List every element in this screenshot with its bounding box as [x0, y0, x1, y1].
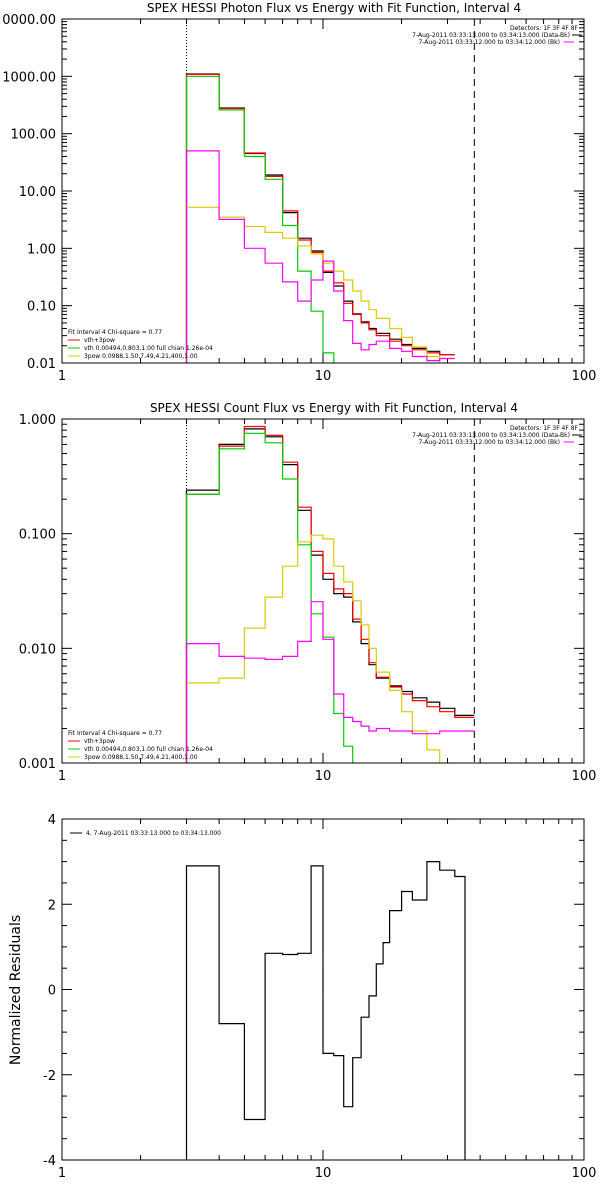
- series-line: [185, 601, 475, 763]
- x-tick-label: 10: [315, 769, 332, 784]
- tick-labels: 1 10 100 0.01 0.10 1.00 10.00 100.00 1000.00 0000…: [2, 13, 596, 384]
- info-line: 7-Aug-2011 03:33:13.000 to 03:34:13.000 …: [412, 32, 570, 39]
- x-tick-label: 1: [58, 769, 66, 784]
- legend-line: 3pow 0.0988,1.50,7.49,4.21,400,1.00: [84, 754, 198, 761]
- series-line: [185, 432, 354, 763]
- x-tick-label: 100: [572, 1166, 597, 1181]
- series-line: [185, 428, 475, 763]
- y-tick-label: 0.100: [19, 528, 56, 543]
- y-tick-label: -4: [43, 1154, 56, 1169]
- y-axis-label: Normalized Residuals: [8, 915, 24, 1065]
- y-tick-label: 0.01: [27, 357, 56, 372]
- info-line: 7-Aug-2011 03:33:12.000 to 03:34:12.000 …: [418, 39, 560, 46]
- x-tick-label: 1: [58, 369, 66, 384]
- legend-line: vth+3pow: [84, 337, 115, 344]
- y-tick-label: 4: [48, 813, 56, 828]
- info-line: Detectors: 1F 3F 4F 8F: [510, 425, 579, 432]
- info-line: Detectors: 1F 3F 4F 8F: [510, 25, 579, 32]
- y-tick-label: -2: [43, 1069, 56, 1084]
- series-line: [185, 75, 335, 363]
- axis-ticks: [61, 419, 584, 764]
- fit-legend: Fit Interval 4 Chi-square = 0.77 vth+3po…: [68, 730, 213, 761]
- y-tick-label: 1.00: [27, 242, 56, 257]
- fit-legend: Fit Interval 4 Chi-square = 0.77 vth+3po…: [68, 329, 213, 360]
- series-group: [185, 425, 475, 763]
- info-line: 7-Aug-2011 03:33:12.000 to 03:34:12.000 …: [418, 439, 560, 446]
- info-block: Detectors: 1F 3F 4F 8F 7-Aug-2011 03:33:…: [412, 425, 582, 446]
- series-line: [185, 73, 455, 363]
- legend-line: vth+3pow: [84, 738, 115, 745]
- series-line: [185, 425, 475, 763]
- info-block: Detectors: 1F 3F 4F 8F 7-Aug-2011 03:33:…: [412, 25, 582, 46]
- residuals-panel: 1 10 100 -4 -2 0 2 4 Normalized Residuals 4. 7-…: [8, 813, 596, 1181]
- y-tick-label: 2: [48, 898, 56, 913]
- x-tick-label: 100: [572, 369, 597, 384]
- series-line: [185, 206, 441, 363]
- series-group: [185, 73, 455, 363]
- plot-frame: [61, 818, 585, 1161]
- x-tick-label: 10: [315, 1166, 332, 1181]
- y-tick-label: 0.010: [19, 642, 56, 657]
- y-tick-label: 0.10: [27, 300, 56, 315]
- x-tick-label: 10: [315, 369, 332, 384]
- series-line: [185, 861, 466, 1160]
- series-group: [185, 861, 466, 1160]
- legend-line: Fit Interval 4 Chi-square = 0.77: [68, 329, 162, 336]
- plot-frame: [61, 18, 585, 364]
- plot-frame: [61, 418, 585, 764]
- series-line: [185, 534, 441, 763]
- chart-title: SPEX HESSI Photon Flux vs Energy with Fi…: [147, 1, 521, 15]
- chart-title: SPEX HESSI Count Flux vs Energy with Fit…: [150, 401, 518, 415]
- series-line: [185, 150, 455, 363]
- residual-legend: 4. 7-Aug-2011 03:33:13.000 to 03:34:13.0…: [70, 830, 221, 837]
- y-tick-label: 100.00: [11, 128, 57, 143]
- y-tick-label: 10.00: [19, 185, 56, 200]
- x-tick-label: 100: [572, 769, 597, 784]
- legend-line: 4. 7-Aug-2011 03:33:13.000 to 03:34:13.0…: [86, 830, 221, 837]
- photon-flux-panel: SPEX HESSI Photon Flux vs Energy with Fi…: [2, 1, 596, 384]
- info-line: 7-Aug-2011 03:33:13.000 to 03:34:13.000 …: [412, 432, 570, 439]
- y-tick-label: 0: [48, 984, 56, 999]
- y-tick-label: 1.000: [19, 413, 56, 428]
- legend-line: Fit Interval 4 Chi-square = 0.77: [68, 730, 162, 737]
- x-tick-label: 1: [58, 1166, 66, 1181]
- reference-lines: [186, 19, 475, 363]
- tick-labels: 1 10 100 -4 -2 0 2 4: [43, 813, 596, 1181]
- reference-lines: [186, 419, 475, 763]
- y-tick-label: 0000.00: [2, 13, 56, 28]
- series-line: [185, 73, 455, 363]
- y-tick-label: 1000.00: [2, 70, 56, 85]
- tick-labels: 1 10 100 0.001 0.010 0.100 1.000: [19, 413, 597, 784]
- axis-ticks: [61, 818, 584, 1161]
- legend-line: vth 0.00494,0.803,1.00 full chian 1.26e-…: [84, 746, 213, 753]
- count-flux-panel: SPEX HESSI Count Flux vs Energy with Fit…: [19, 401, 597, 784]
- legend-line: vth 0.00494,0.803,1.00 full chian 1.26e-…: [84, 345, 213, 352]
- legend-line: 3pow 0.0988,1.50,7.49,4.21,400,1.00: [84, 353, 198, 360]
- y-tick-label: 0.001: [19, 757, 56, 772]
